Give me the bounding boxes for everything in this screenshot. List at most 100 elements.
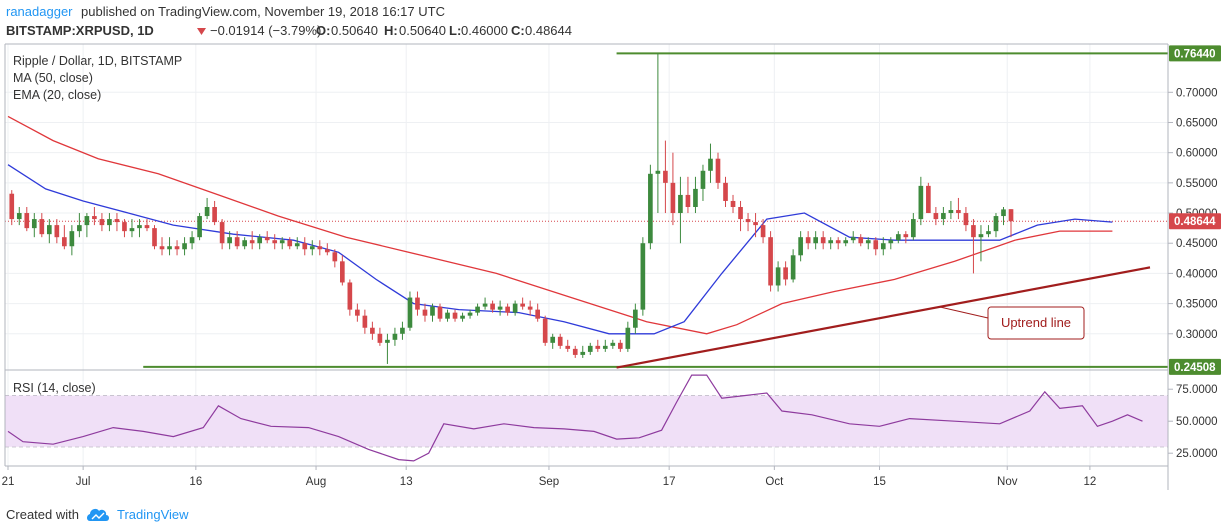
footer-brand[interactable]: TradingView bbox=[117, 507, 189, 522]
candle-body bbox=[62, 237, 67, 247]
published-text: published on TradingView.com, November 1… bbox=[81, 4, 445, 19]
candle-body bbox=[167, 246, 172, 250]
footer-created-with: Created with bbox=[6, 507, 79, 522]
candle-body bbox=[978, 234, 984, 238]
candle-body bbox=[648, 173, 653, 244]
candle-body bbox=[99, 219, 105, 226]
candle-body bbox=[309, 246, 315, 250]
last-price-label-bg bbox=[1169, 213, 1221, 230]
candle-body bbox=[685, 194, 691, 207]
date-tick-label: 17 bbox=[663, 476, 676, 488]
rsi-band bbox=[5, 395, 1168, 447]
candle-body bbox=[137, 225, 142, 229]
candle-body bbox=[708, 158, 713, 171]
candle-body bbox=[813, 237, 818, 244]
candle-body bbox=[340, 261, 345, 283]
candle-body bbox=[182, 243, 187, 250]
candle-body bbox=[324, 249, 330, 253]
date-tick-label: 12 bbox=[1083, 476, 1096, 488]
candle-body bbox=[738, 207, 743, 220]
candle-body bbox=[460, 315, 465, 319]
candle-body bbox=[264, 237, 270, 241]
candle-body bbox=[850, 237, 856, 241]
tradingview-cloud-icon bbox=[87, 508, 109, 521]
candle-body bbox=[114, 219, 120, 223]
candle-body bbox=[422, 309, 428, 316]
candle-body bbox=[212, 207, 217, 223]
candle-body bbox=[565, 345, 571, 349]
candle-body bbox=[963, 213, 969, 226]
candle-body bbox=[39, 219, 45, 235]
candle-body bbox=[520, 303, 525, 307]
last-price-label: 0.48644 bbox=[1174, 216, 1216, 228]
top-level-label-bg bbox=[1169, 45, 1221, 62]
candle-body bbox=[542, 318, 548, 343]
price-tick-label: 0.30000 bbox=[1176, 329, 1218, 341]
low-value: 0.46000 bbox=[461, 23, 508, 38]
date-tick-label: Aug bbox=[306, 476, 326, 488]
candle-body bbox=[84, 216, 90, 226]
price-tick-label: 0.70000 bbox=[1176, 87, 1218, 99]
candle-body bbox=[197, 216, 202, 238]
annotation-text: Uptrend line bbox=[1001, 315, 1071, 330]
candle-body bbox=[911, 219, 916, 238]
ema-line bbox=[7, 164, 1113, 335]
candle-body bbox=[31, 219, 37, 229]
change-text: −0.01914 (−3.79%) bbox=[210, 23, 321, 38]
candle-body bbox=[377, 333, 383, 343]
price-tick-label: 0.45000 bbox=[1176, 238, 1218, 250]
candle-body bbox=[655, 170, 661, 174]
candle-body bbox=[880, 243, 886, 250]
candle-body bbox=[9, 193, 15, 220]
open-label: O: bbox=[316, 23, 330, 38]
candle-body bbox=[888, 240, 894, 244]
price-tick-label: 0.60000 bbox=[1176, 148, 1218, 160]
candle-body bbox=[16, 213, 22, 220]
candle-body bbox=[430, 306, 435, 316]
candle-body bbox=[512, 303, 518, 313]
legend-rsi: RSI (14, close) bbox=[13, 381, 96, 395]
price-tick-label: 0.65000 bbox=[1176, 117, 1218, 129]
candle-body bbox=[865, 240, 871, 244]
candle-body bbox=[242, 240, 247, 247]
candle-body bbox=[986, 231, 991, 235]
candle-body bbox=[760, 225, 766, 238]
date-tick-label: 21 bbox=[2, 476, 15, 488]
close-label: C: bbox=[511, 23, 525, 38]
date-tick-label: 15 bbox=[873, 476, 886, 488]
candle-body bbox=[77, 225, 82, 232]
rsi-tick-label: 25.0000 bbox=[1176, 448, 1218, 460]
candle-body bbox=[159, 246, 165, 250]
date-tick-label: Oct bbox=[765, 476, 784, 488]
candle-body bbox=[595, 345, 601, 349]
bottom-level-label-bg bbox=[1169, 358, 1221, 375]
candle-body bbox=[54, 225, 60, 238]
candle-body bbox=[587, 345, 593, 352]
candle-body bbox=[948, 210, 954, 214]
rsi-tick-label: 50.0000 bbox=[1176, 416, 1218, 428]
candle-body bbox=[219, 222, 225, 244]
candle-body bbox=[452, 312, 458, 319]
candle-body bbox=[69, 231, 75, 247]
candle-body bbox=[633, 309, 638, 328]
candle-body bbox=[873, 240, 879, 250]
candle-body bbox=[625, 327, 631, 349]
candle-body bbox=[355, 309, 360, 316]
bottom-level-label: 0.24508 bbox=[1174, 362, 1216, 374]
candle-body bbox=[475, 306, 480, 313]
author-name[interactable]: ranadagger bbox=[6, 4, 73, 19]
candle-body bbox=[152, 228, 157, 247]
candle-body bbox=[445, 312, 450, 319]
candle-body bbox=[933, 213, 939, 220]
candle-body bbox=[385, 339, 390, 343]
candle-body bbox=[617, 342, 623, 349]
candle-body bbox=[92, 216, 97, 220]
candle-body bbox=[249, 240, 255, 244]
candle-body bbox=[467, 312, 473, 316]
candle-body bbox=[956, 210, 961, 214]
candle-body bbox=[415, 297, 420, 310]
annotation-box bbox=[987, 306, 1085, 340]
rsi-pane bbox=[7, 374, 1143, 462]
candle-body bbox=[941, 213, 946, 220]
